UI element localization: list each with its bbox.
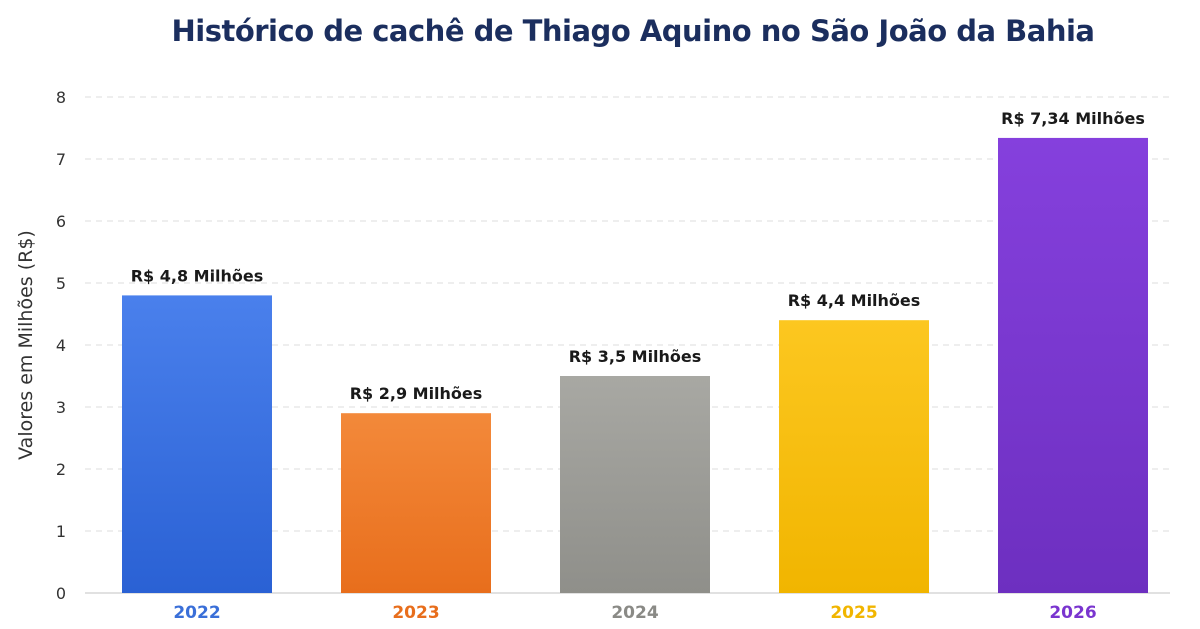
bar-2024 bbox=[560, 376, 710, 593]
y-tick-label: 1 bbox=[56, 522, 66, 541]
data-label: R$ 2,9 Milhões bbox=[350, 384, 483, 403]
x-tick-label: 2024 bbox=[611, 603, 658, 623]
bar-2025 bbox=[779, 320, 929, 593]
bar-2023 bbox=[341, 413, 491, 593]
x-tick-label: 2023 bbox=[392, 603, 439, 623]
x-tick-label: 2025 bbox=[830, 603, 877, 623]
data-label: R$ 7,34 Milhões bbox=[1001, 109, 1145, 128]
data-label: R$ 4,8 Milhões bbox=[131, 266, 264, 285]
y-tick-label: 2 bbox=[56, 460, 66, 479]
y-axis-label: Valores em Milhões (R$) bbox=[15, 230, 37, 460]
y-tick-label: 5 bbox=[56, 274, 66, 293]
data-label: R$ 3,5 Milhões bbox=[569, 347, 702, 366]
x-tick-label: 2026 bbox=[1049, 603, 1096, 623]
data-label: R$ 4,4 Milhões bbox=[788, 291, 921, 310]
bar-2026 bbox=[998, 137, 1148, 594]
bar-2022 bbox=[122, 295, 272, 593]
y-tick-label: 4 bbox=[56, 336, 66, 355]
y-tick-label: 6 bbox=[56, 212, 66, 231]
y-tick-label: 0 bbox=[56, 584, 66, 603]
x-tick-label: 2022 bbox=[173, 603, 220, 623]
chart-title: Histórico de cachê de Thiago Aquino no S… bbox=[171, 14, 1095, 48]
y-tick-label: 8 bbox=[56, 88, 66, 107]
y-tick-label: 7 bbox=[56, 150, 66, 169]
y-tick-label: 3 bbox=[56, 398, 66, 417]
